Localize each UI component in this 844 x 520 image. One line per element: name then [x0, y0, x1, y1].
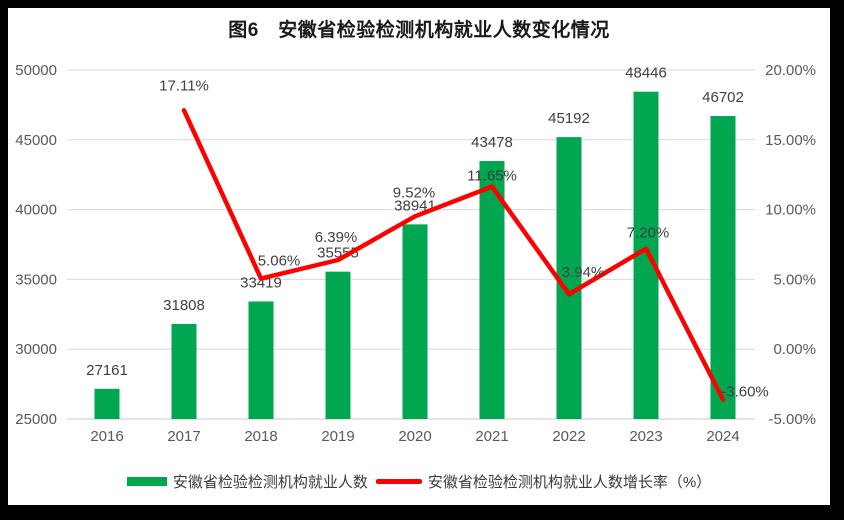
- employment-bar: [171, 323, 197, 419]
- left-axis-tick-label: 45000: [15, 132, 57, 149]
- bar-value-label: 43478: [471, 134, 513, 151]
- growth-rate-label: 11.65%: [467, 168, 517, 185]
- x-axis-label: 2020: [398, 428, 431, 445]
- legend: 安徽省检验检测机构就业人数 安徽省检验检测机构就业人数增长率（%）: [8, 471, 830, 492]
- x-axis-label: 2021: [475, 428, 508, 445]
- bar-series-swatch: [126, 477, 167, 486]
- chart-title: 图6 安徽省检验检测机构就业人数变化情况: [228, 20, 610, 41]
- employment-bar: [710, 116, 736, 420]
- combo-chart: 25000 30000 35000 40000 45000 50000 -5.00% 0.00…: [15, 62, 816, 445]
- growth-rate-label: 7.20%: [627, 225, 670, 242]
- legend-item-growth-line: 安徽省检验检测机构就业人数增长率（%）: [368, 471, 711, 492]
- x-axis-label: 2019: [321, 428, 354, 445]
- bar-value-label: 31808: [163, 297, 205, 314]
- growth-rate-label: 5.06%: [258, 253, 301, 270]
- legend-label-growth-rate: 安徽省检验检测机构就业人数增长率（%）: [427, 474, 712, 491]
- line-series-swatch: [375, 479, 422, 484]
- x-axis-label: 2018: [244, 428, 277, 445]
- bar-value-label: 33419: [240, 274, 282, 291]
- growth-rate-line: [181, 108, 726, 402]
- right-axis-tick-label: 20.00%: [765, 62, 816, 79]
- employment-bar: [402, 224, 428, 419]
- left-axis-tick-label: 50000: [15, 62, 57, 79]
- x-axis-label: 2017: [167, 428, 200, 445]
- growth-rate-label: 9.52%: [393, 184, 436, 201]
- bar-value-label: 27161: [86, 362, 128, 379]
- left-axis-tick-label: 35000: [15, 271, 57, 288]
- growth-rate-label: 3.94%: [562, 264, 605, 281]
- bar-value-label: 45192: [548, 110, 590, 127]
- right-axis-tick-label: 10.00%: [765, 202, 816, 219]
- left-axis-tick-label: 30000: [15, 341, 57, 358]
- x-axis-label: 2016: [90, 428, 123, 445]
- legend-item-employment-bars: 安徽省检验检测机构就业人数: [126, 471, 368, 492]
- x-axis-label: 2023: [629, 428, 662, 445]
- bar-value-label: 46702: [702, 89, 744, 106]
- chart-card: 图6 安徽省检验检测机构就业人数变化情况 25000 30000 35000 4000…: [8, 8, 830, 505]
- growth-rate-label: 17.11%: [159, 77, 209, 94]
- growth-rate-label: -3.60%: [721, 383, 769, 400]
- left-axis-tick-label: 40000: [15, 202, 57, 219]
- bar-value-label: 35555: [317, 245, 359, 262]
- x-axis-label: 2022: [552, 428, 585, 445]
- employment-bar: [556, 137, 582, 419]
- left-axis-tick-label: 25000: [15, 411, 57, 428]
- x-axis-label: 2024: [706, 428, 739, 445]
- bar-value-label: 48446: [625, 65, 667, 82]
- right-axis-tick-label: 15.00%: [765, 132, 816, 149]
- legend-label-employment: 安徽省检验检测机构就业人数: [172, 474, 368, 491]
- right-axis-tick-label: 5.00%: [773, 271, 816, 288]
- right-axis-tick-label: 0.00%: [773, 341, 816, 358]
- employment-bar: [325, 271, 351, 419]
- employment-bar: [94, 388, 120, 419]
- employment-bar: [479, 161, 505, 419]
- employment-bar: [248, 301, 274, 419]
- right-axis-tick-label: -5.00%: [768, 411, 816, 428]
- growth-rate-label: 6.39%: [315, 229, 358, 246]
